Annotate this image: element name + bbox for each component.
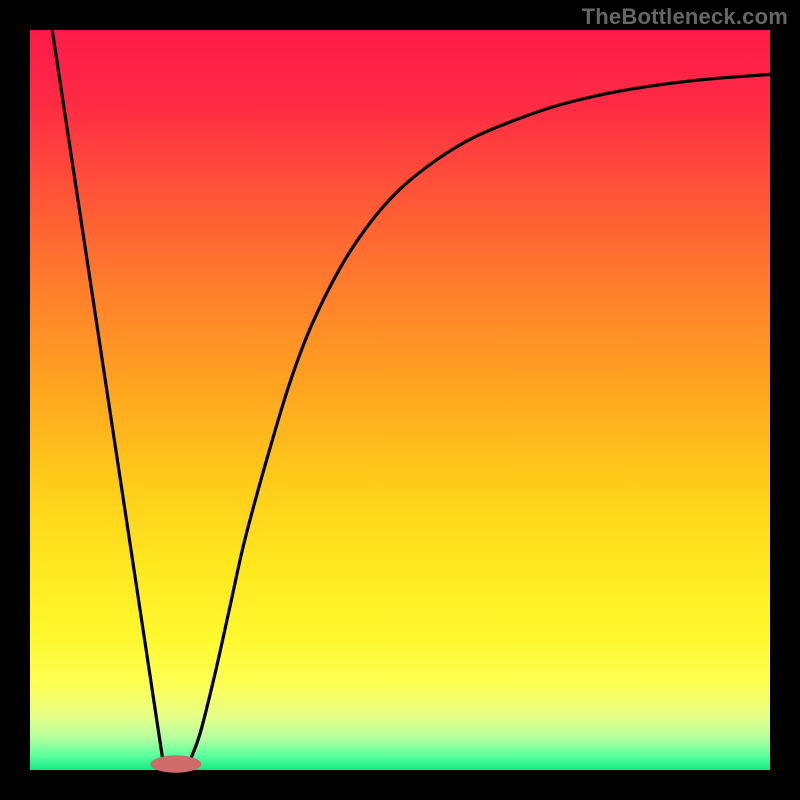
bottleneck-marker: [151, 756, 201, 773]
gradient-panel: [30, 30, 770, 770]
bottleneck-chart: [0, 0, 800, 800]
chart-stage: TheBottleneck.com: [0, 0, 800, 800]
